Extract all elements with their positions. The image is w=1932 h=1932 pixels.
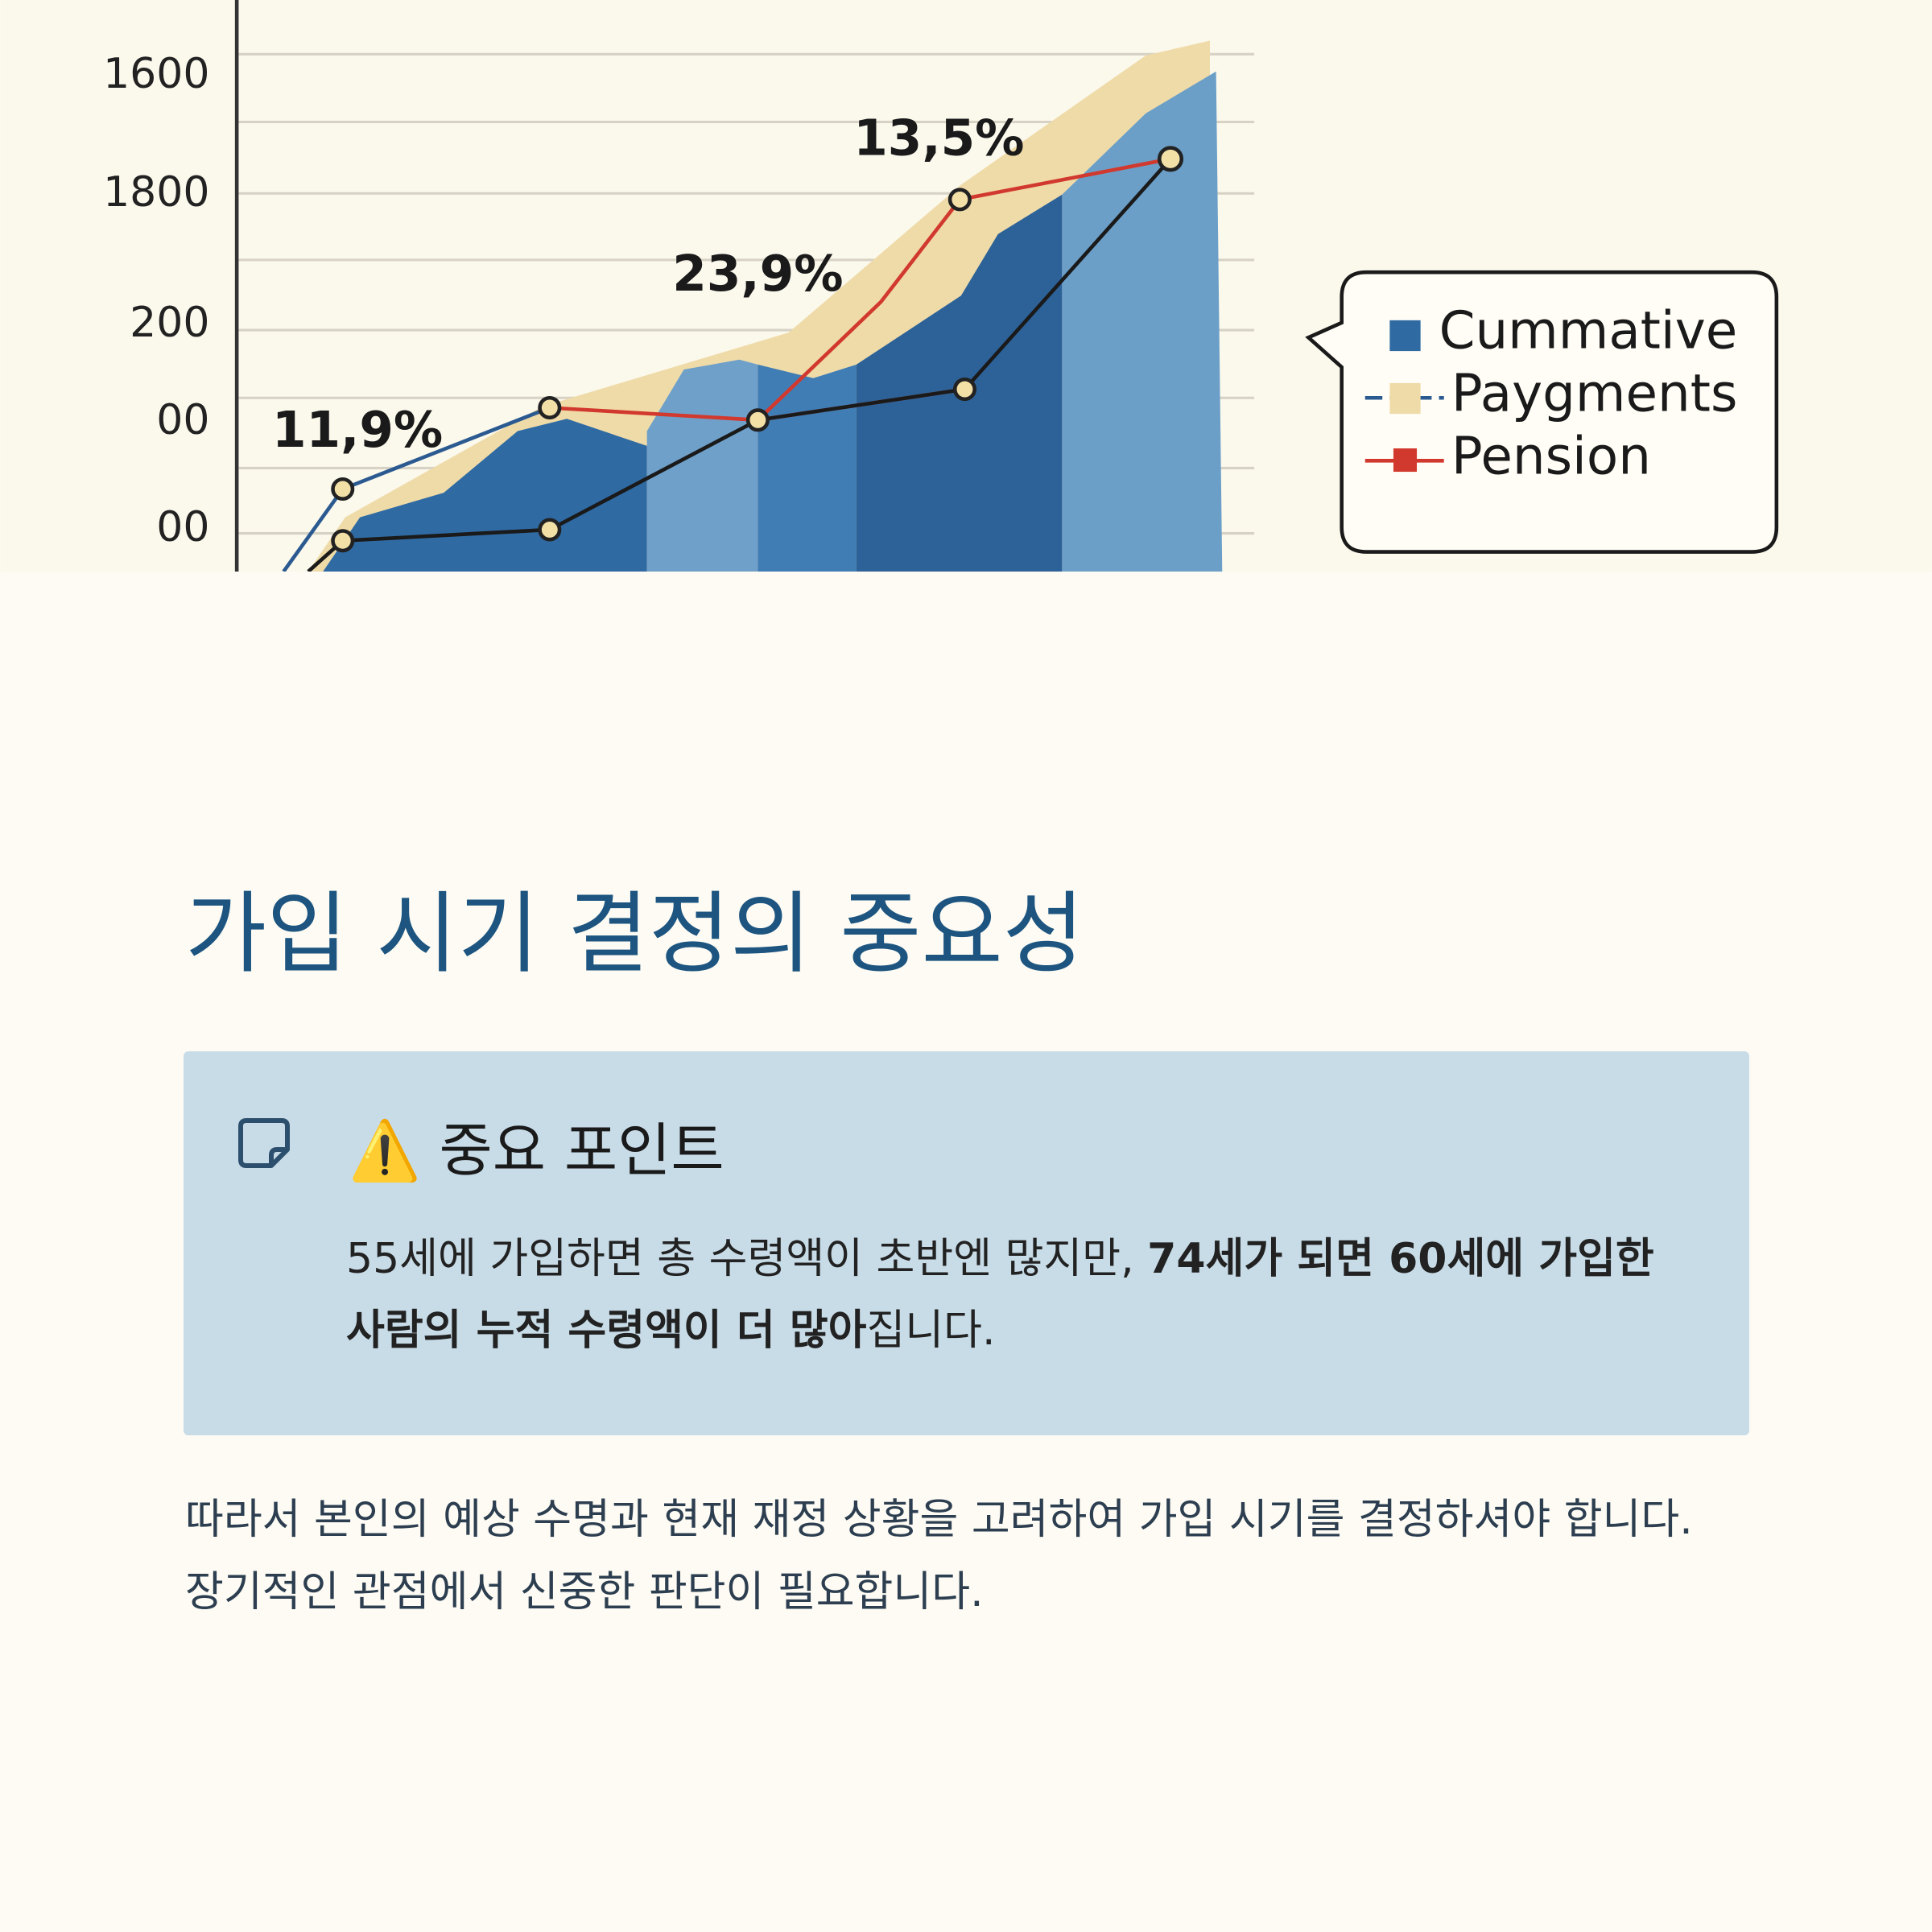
percent-label: 23,9% [672,246,843,303]
legend-label: Pension [1451,426,1651,486]
legend-swatch [1389,320,1421,352]
percent-label: 11,9% [272,402,443,459]
y-tick-label: 1600 [103,50,209,98]
callout-title: ⚠️ 중요 포인트 [349,1117,724,1184]
legend-label: Paygments [1451,363,1738,423]
legend-box [1305,270,1779,554]
area [323,419,647,572]
paragraph: 따라서 본인의 예상 수명과 현재 재정 상황을 고려하여 가입 시기를 결정하… [185,1496,1693,1616]
callout-body: 55세에 가입하면 총 수령액이 초반엔 많지만, 74세가 되면 60세에 가… [346,1224,1699,1367]
area [758,364,857,572]
y-tick-label: 1800 [103,168,209,217]
percent-label: 13,5% [853,110,1024,167]
text: 55세에 가입하면 총 수령액이 초반엔 많지만, [346,1235,1148,1283]
section-heading: 가입 시기 결정의 중요성 [185,882,1084,985]
points [331,146,1184,553]
line [756,157,1171,422]
chart-image: 1600 1800 200 00 00 11,9% 23,9% 13,5% Cu… [0,0,1932,572]
text: 집니다. [866,1307,996,1355]
legend-label: Cummative [1439,300,1738,361]
area [1062,71,1223,572]
area [646,359,758,572]
callout [184,1051,1749,1435]
y-tick-label: 00 [156,503,209,551]
y-tick-label: 200 [130,299,209,347]
legend-swatch [1393,448,1418,473]
note-icon [238,1118,290,1168]
bold-text: 74세가 되면 60세에 가입한 사람의 누적 수령액이 더 많아 [346,1235,1654,1355]
legend-swatch [1389,382,1421,415]
y-tick-label: 00 [156,396,209,444]
